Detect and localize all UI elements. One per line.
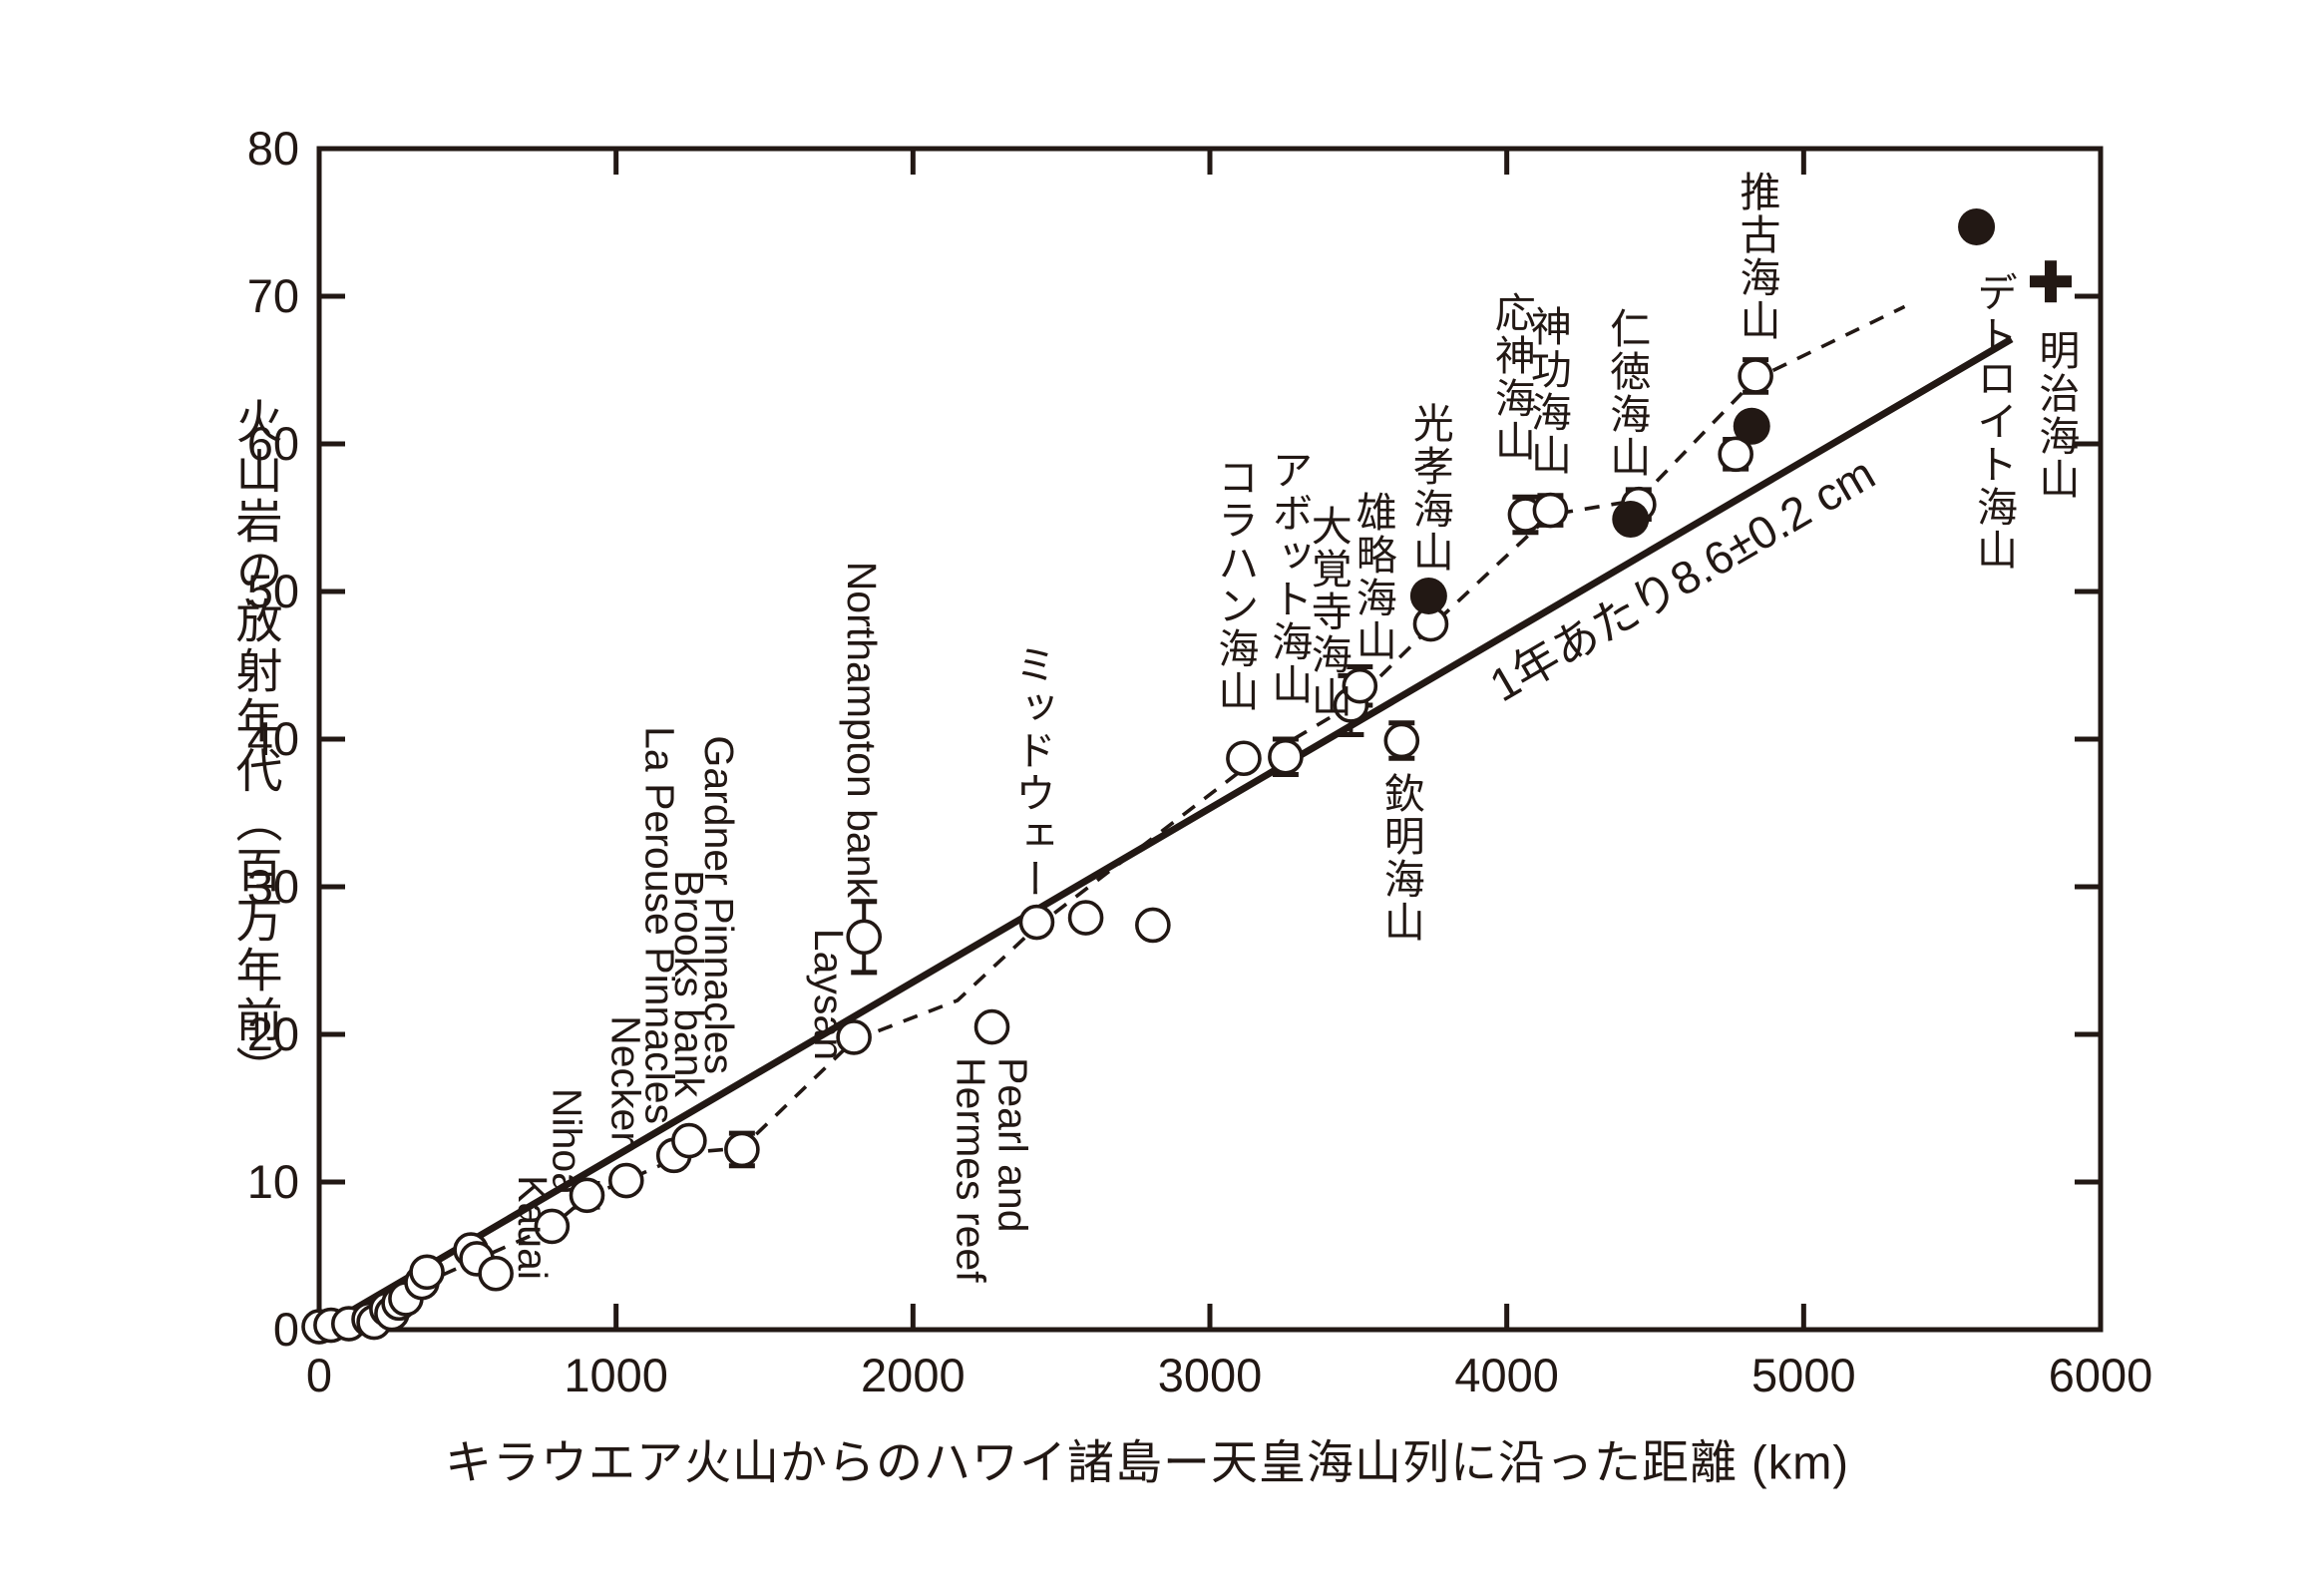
- seamount-label: 明治海山: [2032, 329, 2079, 502]
- data-point-open: [1718, 436, 1753, 473]
- x-tick-label: 1000: [564, 1349, 668, 1401]
- data-point-open: [973, 1008, 1010, 1045]
- data-point-open: [1067, 900, 1104, 936]
- y-tick-label: 50: [247, 565, 299, 617]
- data-point-plus: [2029, 260, 2072, 303]
- seamount-label: La Perouse Pinnacles: [636, 726, 683, 1125]
- data-point-open: [607, 1162, 644, 1199]
- data-point-open: [1226, 740, 1262, 777]
- y-tick-label: 30: [247, 860, 299, 913]
- data-point-open: [1135, 907, 1171, 944]
- x-tick-label: 5000: [1751, 1349, 1856, 1401]
- data-point-filled: [1958, 207, 1996, 245]
- data-point-open: [478, 1255, 514, 1292]
- data-point-open: [724, 1131, 760, 1168]
- x-axis-title: キラウエア火山からのハワイ諸島ー天皇海山列に沿った距離 (km): [444, 1435, 1850, 1489]
- fit-line: [317, 335, 2014, 1334]
- seamount-label: Laysan: [806, 928, 852, 1060]
- seamount-label: デトロイト海山: [1970, 271, 2017, 573]
- seamount-label: アボット海山: [1265, 448, 1312, 706]
- y-tick-label: 60: [247, 417, 299, 470]
- y-tick-label: 40: [247, 712, 299, 765]
- y-tick-label: 70: [247, 269, 299, 322]
- data-point-filled: [1733, 407, 1770, 445]
- data-point-open: [1268, 738, 1304, 775]
- seamount-label: Brooks bank: [665, 869, 712, 1097]
- dashed-age-line: [318, 304, 1906, 1332]
- data-point-open: [409, 1254, 445, 1291]
- data-point-open: [1532, 492, 1569, 529]
- seamount-label: Necker: [602, 1014, 649, 1145]
- seamount-label: 光孝海山: [1406, 402, 1453, 575]
- seamount-label: 応神海山: [1488, 291, 1535, 464]
- data-point-open: [1018, 904, 1055, 941]
- seamount-label: 仁徳海山: [1603, 306, 1650, 479]
- y-tick-label: 10: [247, 1155, 299, 1208]
- seamount-label: Gardner Pinnacles: [695, 735, 742, 1075]
- seamount-label: Pearl and Hermes reef: [948, 1056, 1036, 1283]
- seamount-label: コラハン海山: [1211, 456, 1258, 714]
- seamount-label: ミッドウェー: [1008, 642, 1055, 901]
- data-point-open: [1738, 358, 1773, 394]
- data-point-open: [1383, 722, 1420, 759]
- y-tick-label: 20: [247, 1007, 299, 1060]
- data-point-open: [836, 1019, 872, 1055]
- x-tick-label: 4000: [1454, 1349, 1559, 1401]
- x-tick-label: 3000: [1158, 1349, 1263, 1401]
- y-tick-label: 0: [273, 1303, 299, 1356]
- data-point-open: [846, 919, 883, 956]
- x-tick-label: 2000: [861, 1349, 966, 1401]
- data-point-open: [1342, 667, 1378, 704]
- data-point-filled: [1612, 500, 1650, 538]
- data-point-open: [534, 1208, 571, 1245]
- seamount-label: Nihoa: [544, 1088, 590, 1196]
- y-tick-label: 80: [247, 122, 299, 175]
- seamount-label: 推古海山: [1734, 170, 1780, 342]
- seamount-label: 神功海山: [1524, 304, 1571, 477]
- seamount-label: Northampton bank: [839, 562, 886, 899]
- y-axis-title: 火山岩の放射年代（百万年前）: [228, 397, 282, 1095]
- data-point-open: [569, 1177, 605, 1214]
- x-tick-label: 6000: [2049, 1349, 2153, 1401]
- seamount-label: 雄略海山: [1350, 490, 1396, 662]
- data-point-open: [671, 1122, 707, 1159]
- x-tick-label: 0: [306, 1349, 332, 1401]
- seamount-label: 大覚寺海山: [1305, 504, 1352, 719]
- seamount-label: 欽明海山: [1377, 772, 1424, 945]
- data-point-filled: [1409, 577, 1447, 614]
- seamount-label: Kauai: [510, 1175, 556, 1281]
